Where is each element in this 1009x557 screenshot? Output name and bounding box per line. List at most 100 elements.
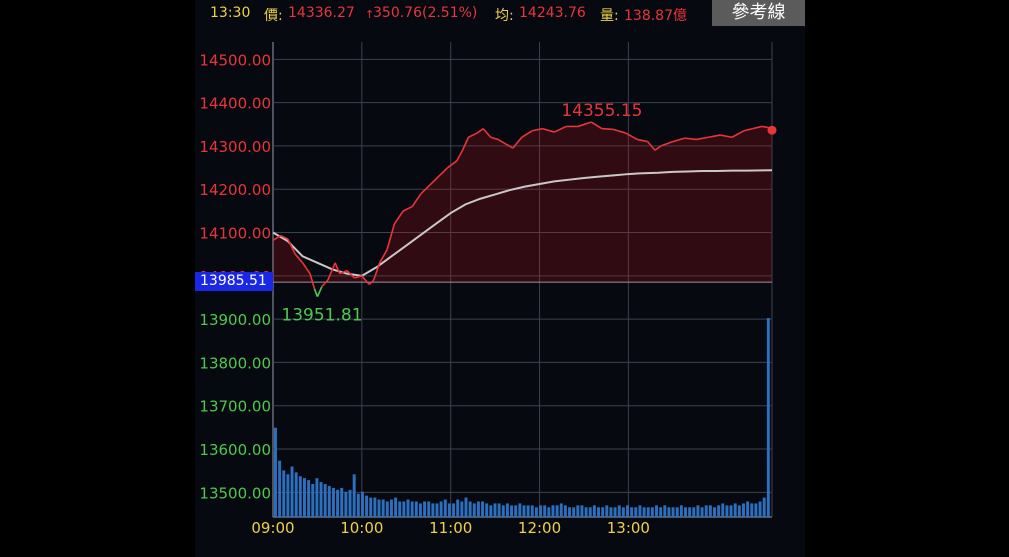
- price-segment: [731, 130, 745, 138]
- volume-bar: [543, 505, 547, 517]
- volume-bar: [427, 501, 431, 517]
- volume-bar: [481, 501, 485, 517]
- price-segment: [542, 127, 555, 133]
- last-price-marker: [767, 125, 777, 135]
- volume-bar: [646, 507, 650, 517]
- y-tick-label: 14100.00: [199, 225, 271, 243]
- x-tick-label: 11:00: [429, 519, 472, 537]
- price-segment: [468, 132, 478, 138]
- volume-bar: [708, 505, 712, 517]
- price-value: 14336.27: [288, 5, 355, 21]
- price-segment: [461, 136, 470, 151]
- volume-bar: [526, 505, 530, 517]
- volume-bar: [605, 505, 609, 517]
- price-segment: [601, 127, 614, 131]
- volume-bar: [572, 507, 576, 517]
- price-segment: [354, 275, 363, 279]
- volume-bar: [746, 501, 750, 517]
- volume-bar: [762, 497, 766, 517]
- y-tick-label: 14500.00: [199, 51, 271, 69]
- volume-bar: [505, 503, 509, 517]
- volume-bar: [737, 505, 741, 517]
- volume-bar: [489, 505, 493, 517]
- volume-bar: [418, 503, 422, 517]
- volume-bar: [514, 505, 518, 517]
- volume-bar: [684, 507, 687, 517]
- x-tick-label: 10:00: [340, 519, 383, 537]
- price-segment: [455, 149, 464, 162]
- price-segment: [505, 143, 514, 149]
- volume-bar: [447, 503, 451, 517]
- price-segment: [521, 130, 533, 138]
- y-tick-label: 14300.00: [199, 138, 271, 156]
- volume-bar: [398, 501, 402, 517]
- price-line: [272, 121, 773, 298]
- volume-bar: [410, 501, 414, 517]
- volume-bar: [385, 501, 389, 517]
- volume-bar: [580, 505, 584, 517]
- volume-bar: [315, 478, 319, 517]
- price-segment: [577, 121, 592, 128]
- change-value: 350.76(2.51%): [373, 5, 478, 21]
- volume-bar: [754, 503, 758, 517]
- price-segment: [420, 184, 431, 195]
- volume-bar: [713, 507, 716, 517]
- volume-bar: [307, 480, 311, 517]
- intraday-chart: 14500.00 14400.00 14300.00 14200.00 14100.00…: [199, 42, 777, 537]
- volume-bar: [688, 507, 692, 517]
- reference-line-button[interactable]: 參考線: [712, 0, 805, 26]
- price-segment: [402, 205, 413, 212]
- low-label: 13951.81: [281, 306, 362, 326]
- volume-bar: [563, 505, 567, 517]
- volume-bar: [510, 505, 514, 517]
- x-tick-label: 09:00: [251, 519, 294, 537]
- price-segment: [339, 269, 348, 275]
- volume-bar: [302, 478, 306, 517]
- x-tick-label: 13:00: [607, 519, 650, 537]
- price-segment: [613, 128, 626, 134]
- reference-price-badge: 13985.51: [195, 272, 273, 292]
- volume-bar: [290, 466, 294, 517]
- price-segment: [482, 128, 492, 138]
- volume-bar: [717, 505, 721, 517]
- price-segment: [654, 145, 662, 151]
- y-tick-label: 13700.00: [199, 398, 271, 416]
- volume-bar: [435, 503, 439, 517]
- price-segment: [316, 286, 323, 298]
- volume-bar: [613, 507, 617, 517]
- y-tick-label: 14200.00: [199, 181, 271, 199]
- volume-bar: [319, 482, 323, 517]
- volume-bar: [621, 507, 625, 517]
- price-segment: [637, 138, 648, 143]
- volume-bar: [696, 505, 700, 517]
- time-label: 13:30: [210, 5, 251, 21]
- volume-bar: [518, 503, 522, 517]
- volume-bar: [650, 507, 654, 517]
- volume-bar: [497, 503, 501, 517]
- chart-panel: 13:30 價: 14336.27 ↑ 350.76(2.51%) 均: 142…: [195, 0, 805, 557]
- volume-bar: [456, 499, 460, 517]
- volume-bar: [634, 507, 638, 517]
- y-tick-label: 13500.00: [199, 484, 271, 502]
- volume-bar: [522, 505, 526, 517]
- volume-bar: [692, 507, 696, 517]
- price-segment: [625, 132, 638, 141]
- volume-bar: [501, 505, 505, 517]
- volume-bar: [377, 499, 381, 517]
- volume-bar: [584, 507, 588, 517]
- price-segment: [287, 238, 296, 255]
- price-segment: [761, 125, 768, 129]
- price-segment: [280, 234, 289, 240]
- price-segment: [346, 270, 356, 279]
- price-segment: [684, 137, 697, 141]
- price-segment: [411, 193, 422, 207]
- quote-header: 13:30 價: 14336.27 ↑ 350.76(2.51%) 均: 142…: [195, 0, 805, 28]
- volume-bar: [439, 501, 443, 517]
- volume-bar: [758, 501, 762, 517]
- volume-bar: [667, 507, 671, 517]
- y-tick-label: 13600.00: [199, 441, 271, 459]
- average-line: [272, 169, 773, 277]
- price-segment: [660, 140, 674, 147]
- volume-bar: [663, 505, 667, 517]
- volume-bar: [460, 501, 464, 517]
